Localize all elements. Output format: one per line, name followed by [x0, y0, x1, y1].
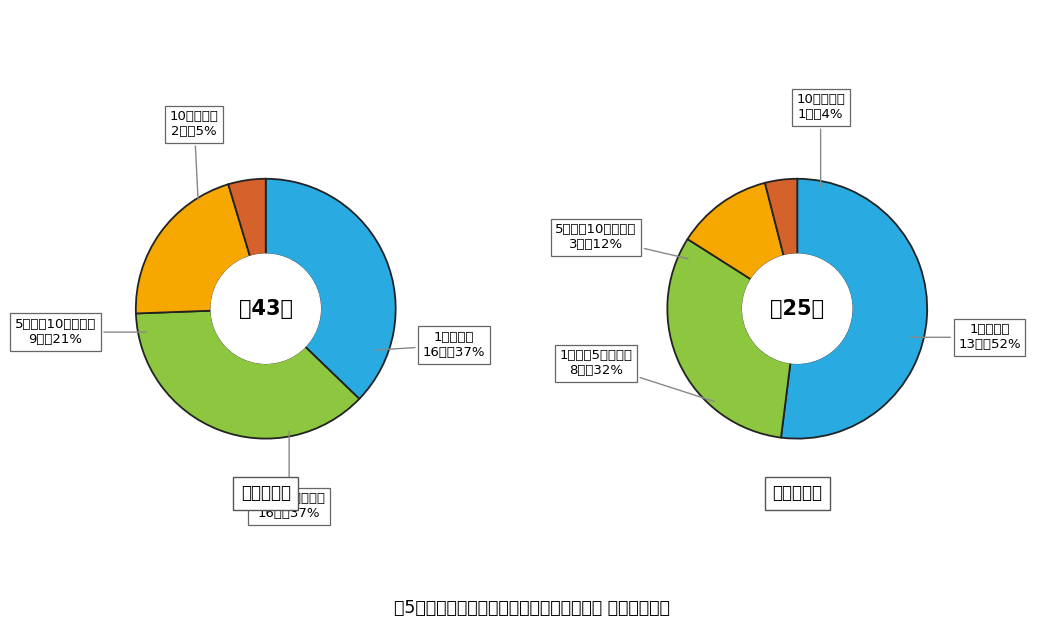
Text: 1年以上5年未満，
16件，37%: 1年以上5年未満， 16件，37%: [253, 431, 325, 520]
Text: 1年未満，
16件，37%: 1年未満， 16件，37%: [375, 331, 486, 359]
Text: 1年未満，
13件，52%: 1年未満， 13件，52%: [911, 323, 1020, 352]
Circle shape: [743, 254, 851, 364]
Wedge shape: [765, 179, 797, 256]
Text: 10年以上，
2件，5%: 10年以上， 2件，5%: [170, 110, 219, 199]
Wedge shape: [136, 185, 250, 314]
Text: 5年以上10年未満，
3件，12%: 5年以上10年未満， 3件，12%: [555, 223, 688, 259]
Wedge shape: [781, 179, 927, 438]
Wedge shape: [229, 179, 266, 256]
Text: 1年以上5年未満，
8件，32%: 1年以上5年未満， 8件，32%: [559, 349, 714, 401]
Text: 図5　電動車いす・介護ベッドの使用期間別 事故発生件数: 図5 電動車いす・介護ベッドの使用期間別 事故発生件数: [393, 599, 670, 617]
Wedge shape: [688, 183, 783, 280]
Text: 電動車いす: 電動車いす: [240, 484, 291, 502]
Wedge shape: [136, 311, 359, 438]
Text: 計43件: 計43件: [239, 299, 292, 319]
Wedge shape: [668, 239, 791, 438]
Text: 10年以上，
1件，4%: 10年以上， 1件，4%: [796, 93, 845, 186]
Wedge shape: [266, 179, 395, 399]
Circle shape: [212, 254, 320, 364]
Text: 5年以上10年未満，
9件，21%: 5年以上10年未満， 9件，21%: [15, 318, 146, 346]
Text: 介護ベッド: 介護ベッド: [772, 484, 823, 502]
Text: 計25件: 計25件: [771, 299, 824, 319]
